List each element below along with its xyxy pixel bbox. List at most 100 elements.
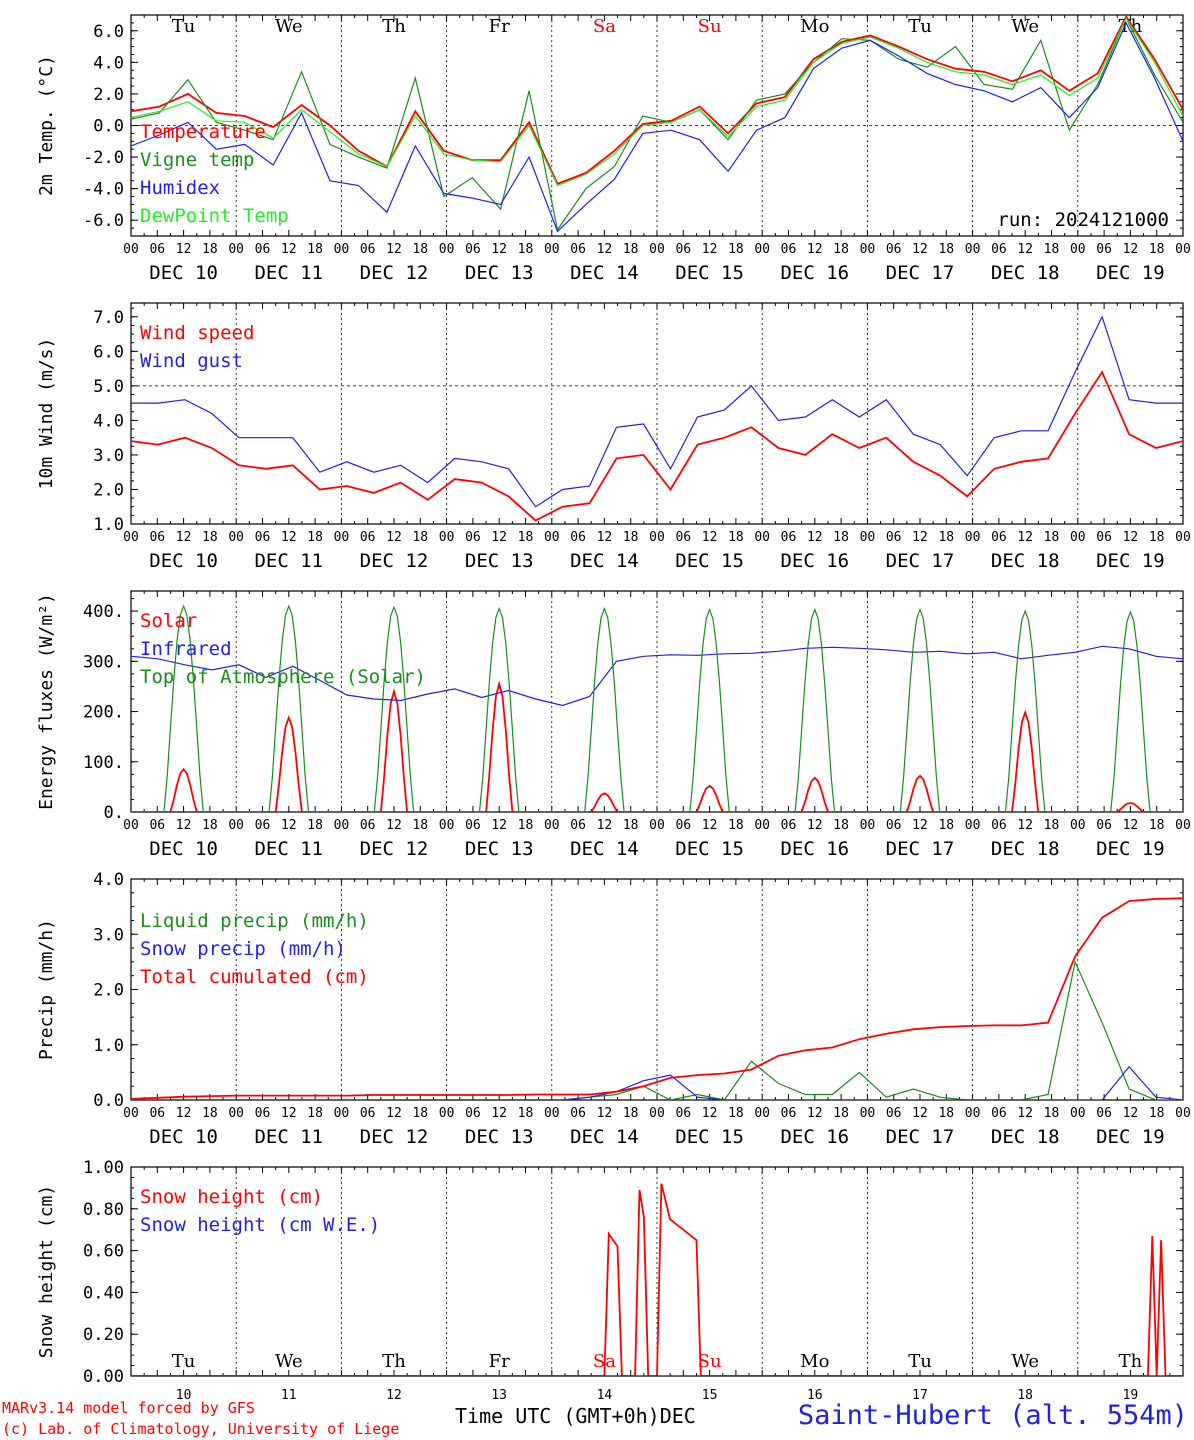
x-hour-label: 18	[412, 818, 428, 833]
x-hour-label: 00	[334, 1106, 350, 1121]
x-date-label: DEC 10	[149, 838, 218, 860]
x-hour-label: 00	[860, 242, 876, 257]
weekday-label: Fr	[489, 1351, 510, 1372]
x-hour-label: 18	[1044, 530, 1060, 545]
weekday-label: We	[1011, 1351, 1039, 1372]
x-hour-label: 06	[360, 818, 376, 833]
y-tick-label: 0.	[104, 803, 124, 823]
x-hour-label: 06	[149, 242, 165, 257]
x-hour-label: 18	[518, 530, 534, 545]
x-day-number: 19	[1123, 1388, 1139, 1403]
x-hour-label: 12	[1123, 1106, 1139, 1121]
x-hour-label: 00	[439, 818, 455, 833]
x-date-label: DEC 13	[465, 1126, 534, 1148]
panel-energy: 400. 300. 200. 100. 0. Energy fluxes (W/m²) 00…	[36, 590, 1191, 860]
x-date-label: DEC 12	[360, 550, 429, 572]
x-hour-label: 18	[307, 242, 323, 257]
x-hour-label: 18	[1149, 1106, 1165, 1121]
x-date-label: DEC 13	[465, 838, 534, 860]
x-hour-label: 18	[202, 242, 218, 257]
x-hour-label: 06	[781, 242, 797, 257]
legend-entry: Infrared	[140, 638, 232, 660]
weekday-label: Tu	[172, 16, 196, 37]
x-hour-label: 06	[465, 818, 481, 833]
x-hour-label: 00	[123, 1106, 139, 1121]
x-hour-label: 00	[1070, 818, 1086, 833]
x-hour-label: 06	[675, 530, 691, 545]
x-date-label: DEC 17	[886, 262, 955, 284]
x-hour-label: 06	[255, 818, 271, 833]
y-tick-label: 300.	[83, 652, 124, 672]
x-hour-label: 06	[149, 530, 165, 545]
y-tick-label: 100.	[83, 753, 124, 773]
x-hour-label: 00	[649, 818, 665, 833]
x-hour-label: 00	[860, 818, 876, 833]
x-hour-label: 00	[1070, 1106, 1086, 1121]
x-hour-label: 12	[1017, 242, 1033, 257]
x-day-number: 17	[912, 1388, 928, 1403]
x-hour-label: 06	[991, 242, 1007, 257]
weekday-label: Th	[382, 1351, 406, 1372]
x-hour-label: 00	[334, 242, 350, 257]
y-tick-label: 5.0	[93, 377, 124, 397]
x-hour-label: 12	[807, 1106, 823, 1121]
x-hour-label: 12	[491, 530, 507, 545]
x-date-label: DEC 12	[360, 838, 429, 860]
x-hour-label: 18	[1044, 1106, 1060, 1121]
x-hour-label: 12	[386, 1106, 402, 1121]
series-line-dewpoint-temp	[131, 16, 1183, 187]
x-hour-label: 00	[334, 818, 350, 833]
x-hour-label: 12	[702, 530, 718, 545]
x-hour-label: 00	[965, 1106, 981, 1121]
weekday-label: Sa	[593, 16, 616, 37]
x-hour-label: 00	[649, 1106, 665, 1121]
weekday-label: Th	[1119, 1351, 1143, 1372]
x-hour-label: 12	[491, 1106, 507, 1121]
x-hour-label: 00	[439, 242, 455, 257]
x-hour-label: 00	[123, 530, 139, 545]
x-hour-label: 00	[1175, 1106, 1191, 1121]
x-hour-label: 18	[623, 1106, 639, 1121]
x-hour-label: 18	[833, 818, 849, 833]
panel-wind: 7.0 6.0 5.0 4.0 3.0 2.0 1.0 10m Wind (m/s) 00 06 1…	[36, 302, 1191, 572]
weekday-label: Su	[698, 16, 722, 37]
x-date-label: DEC 15	[675, 1126, 744, 1148]
x-date-label: DEC 14	[570, 550, 639, 572]
x-hour-label: 12	[702, 242, 718, 257]
x-hour-label: 00	[754, 242, 770, 257]
x-hour-label: 00	[228, 530, 244, 545]
x-hour-label: 06	[360, 1106, 376, 1121]
series-line-wind-speed	[131, 370, 1183, 522]
x-hour-label: 18	[518, 242, 534, 257]
x-date-label: DEC 17	[886, 1126, 955, 1148]
x-date-label: DEC 17	[886, 550, 955, 572]
series-line-liquid-precip-mm-h-	[131, 959, 1183, 1100]
y-tick-label: 4.0	[93, 411, 124, 431]
x-hour-label: 18	[833, 530, 849, 545]
x-day-number: 12	[386, 1388, 402, 1403]
x-date-label: DEC 15	[675, 550, 744, 572]
y-tick-label: 400.	[83, 602, 124, 622]
x-hour-label: 00	[1070, 530, 1086, 545]
x-hour-label: 18	[938, 818, 954, 833]
x-hour-label: 18	[412, 530, 428, 545]
x-hour-label: 06	[781, 530, 797, 545]
x-date-label: DEC 18	[991, 550, 1060, 572]
x-hour-label: 06	[886, 818, 902, 833]
x-hour-label: 12	[1123, 818, 1139, 833]
legend-entry: Liquid precip (mm/h)	[140, 910, 369, 932]
x-hour-label: 18	[412, 1106, 428, 1121]
y-axis-label: Snow height (cm)	[36, 1185, 57, 1358]
panel-temp: 6.0 4.0 2.0 0.0 -2.0 -4.0 -6.0 2m Temp. (°C) 00 0…	[36, 14, 1191, 284]
weekday-label: Mo	[800, 16, 829, 37]
x-hour-label: 18	[833, 1106, 849, 1121]
x-day-number: 13	[491, 1388, 507, 1403]
x-hour-label: 00	[123, 818, 139, 833]
station-name: Saint-Hubert (alt. 554m)	[797, 1400, 1188, 1431]
x-hour-label: 06	[991, 818, 1007, 833]
time-axis-title: Time UTC (GMT+0h)	[455, 1404, 660, 1428]
x-date-label: DEC 10	[149, 262, 218, 284]
x-day-number: 18	[1017, 1388, 1033, 1403]
x-date-label: DEC 12	[360, 1126, 429, 1148]
x-hour-label: 06	[1096, 1106, 1112, 1121]
